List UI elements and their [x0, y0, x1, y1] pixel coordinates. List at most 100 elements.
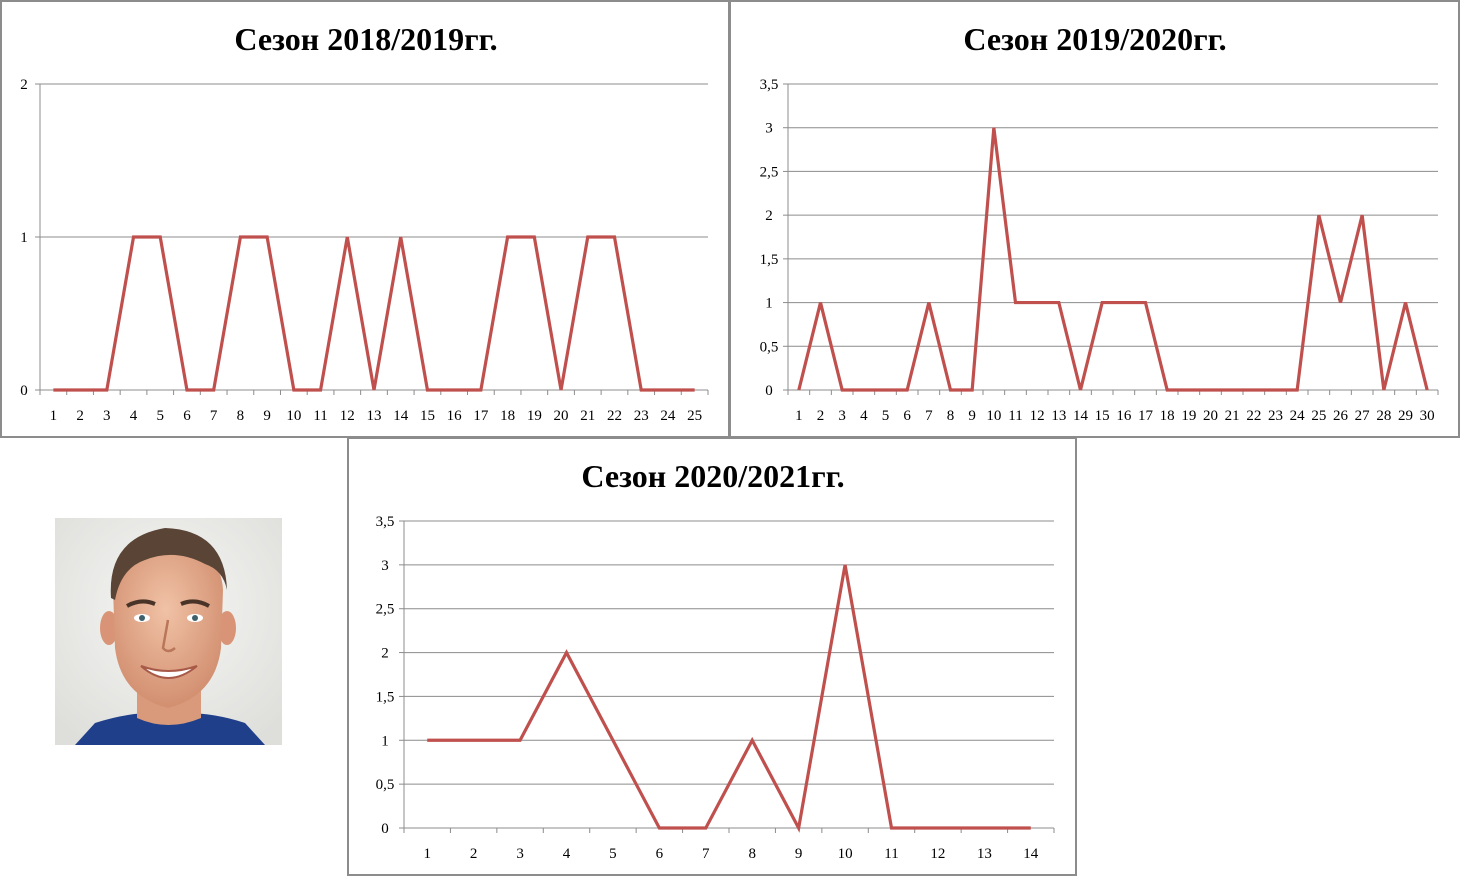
x-tick-label: 22	[607, 408, 622, 424]
x-tick-label: 18	[1160, 408, 1175, 424]
x-tick-label: 14	[1023, 846, 1038, 862]
x-tick-label: 14	[1073, 408, 1089, 424]
x-tick-label: 28	[1376, 408, 1391, 424]
x-tick-label: 13	[367, 408, 382, 424]
y-tick-label: 1,5	[376, 689, 395, 705]
x-tick-label: 13	[977, 846, 992, 862]
y-tick-label: 3	[765, 121, 773, 137]
x-tick-label: 19	[527, 408, 542, 424]
y-tick-label: 1	[20, 230, 28, 246]
x-tick-label: 2	[76, 408, 84, 424]
x-tick-label: 20	[1203, 408, 1218, 424]
x-tick-label: 10	[838, 846, 853, 862]
y-tick-label: 3,5	[760, 77, 779, 93]
series-line	[797, 127, 1429, 392]
x-tick-label: 24	[1290, 408, 1306, 424]
x-tick-label: 7	[702, 846, 710, 862]
y-tick-label: 0,5	[760, 339, 779, 355]
y-tick-label: 1	[381, 733, 389, 749]
x-tick-label: 25	[687, 408, 702, 424]
series-line	[427, 564, 1031, 833]
x-tick-label: 26	[1333, 408, 1349, 424]
x-tick-label: 9	[795, 846, 803, 862]
x-tick-label: 1	[795, 408, 803, 424]
x-tick-label: 3	[516, 846, 524, 862]
player-photo	[55, 518, 282, 745]
x-tick-label: 5	[156, 408, 164, 424]
y-tick-label: 2,5	[376, 602, 395, 618]
x-tick-label: 14	[393, 408, 409, 424]
x-tick-label: 24	[660, 408, 676, 424]
x-tick-label: 6	[183, 408, 191, 424]
x-tick-label: 25	[1311, 408, 1326, 424]
x-tick-label: 9	[968, 408, 976, 424]
y-tick-label: 2	[20, 77, 28, 93]
x-tick-label: 23	[1268, 408, 1283, 424]
y-tick-label: 1	[765, 296, 773, 312]
x-tick-label: 2	[817, 408, 825, 424]
x-tick-label: 1	[50, 408, 58, 424]
x-tick-label: 15	[420, 408, 435, 424]
x-tick-label: 7	[210, 408, 218, 424]
x-tick-label: 7	[925, 408, 933, 424]
x-tick-label: 9	[263, 408, 271, 424]
x-tick-label: 4	[130, 408, 138, 424]
chart-title: Сезон 2018/2019гг.	[234, 21, 497, 57]
line-chart-2018-2019: Сезон 2018/2019гг. 012 1 2 3 4 5 6 7 8 9 10 11 12 13…	[20, 21, 709, 424]
x-tick-label: 12	[1030, 408, 1045, 424]
y-tick-label: 0	[765, 383, 773, 399]
x-tick-label: 22	[1246, 408, 1261, 424]
x-tick-label: 3	[838, 408, 846, 424]
x-tick-label: 30	[1420, 408, 1435, 424]
x-tick-label: 21	[580, 408, 595, 424]
chart-title: Сезон 2020/2021гг.	[581, 458, 844, 494]
x-tick-label: 16	[447, 408, 463, 424]
x-tick-label: 17	[473, 408, 489, 424]
x-tick-label: 4	[563, 846, 571, 862]
x-tick-label: 5	[609, 846, 617, 862]
x-tick-label: 2	[470, 846, 478, 862]
series-line	[53, 235, 695, 392]
x-tick-label: 4	[860, 408, 868, 424]
y-tick-label: 0	[381, 821, 389, 837]
y-tick-label: 0	[20, 383, 28, 399]
x-tick-label: 19	[1181, 408, 1196, 424]
x-tick-label: 1	[423, 846, 431, 862]
y-tick-label: 2	[381, 646, 389, 662]
x-tick-label: 5	[882, 408, 890, 424]
x-tick-label: 6	[903, 408, 911, 424]
y-tick-label: 2,5	[760, 164, 779, 180]
x-tick-label: 8	[237, 408, 245, 424]
chart-title: Сезон 2019/2020гг.	[963, 21, 1226, 57]
x-tick-label: 3	[103, 408, 111, 424]
x-tick-label: 23	[634, 408, 649, 424]
x-tick-label: 15	[1095, 408, 1110, 424]
x-tick-label: 21	[1225, 408, 1240, 424]
x-tick-label: 11	[884, 846, 898, 862]
x-tick-label: 13	[1051, 408, 1066, 424]
x-tick-label: 10	[986, 408, 1001, 424]
x-tick-label: 29	[1398, 408, 1413, 424]
x-tick-label: 12	[340, 408, 355, 424]
x-tick-label: 18	[500, 408, 515, 424]
player-portrait-image	[55, 518, 282, 745]
y-tick-label: 0,5	[376, 777, 395, 793]
x-tick-label: 11	[313, 408, 327, 424]
x-tick-label: 11	[1008, 408, 1022, 424]
x-tick-label: 6	[656, 846, 664, 862]
y-tick-label: 3,5	[376, 514, 395, 530]
x-tick-label: 8	[947, 408, 955, 424]
y-tick-label: 2	[765, 208, 773, 224]
x-tick-label: 17	[1138, 408, 1154, 424]
x-tick-label: 8	[748, 846, 756, 862]
x-tick-label: 12	[930, 846, 945, 862]
x-tick-label: 27	[1355, 408, 1371, 424]
y-tick-label: 1,5	[760, 252, 779, 268]
y-tick-label: 3	[381, 558, 389, 574]
x-tick-label: 20	[554, 408, 569, 424]
